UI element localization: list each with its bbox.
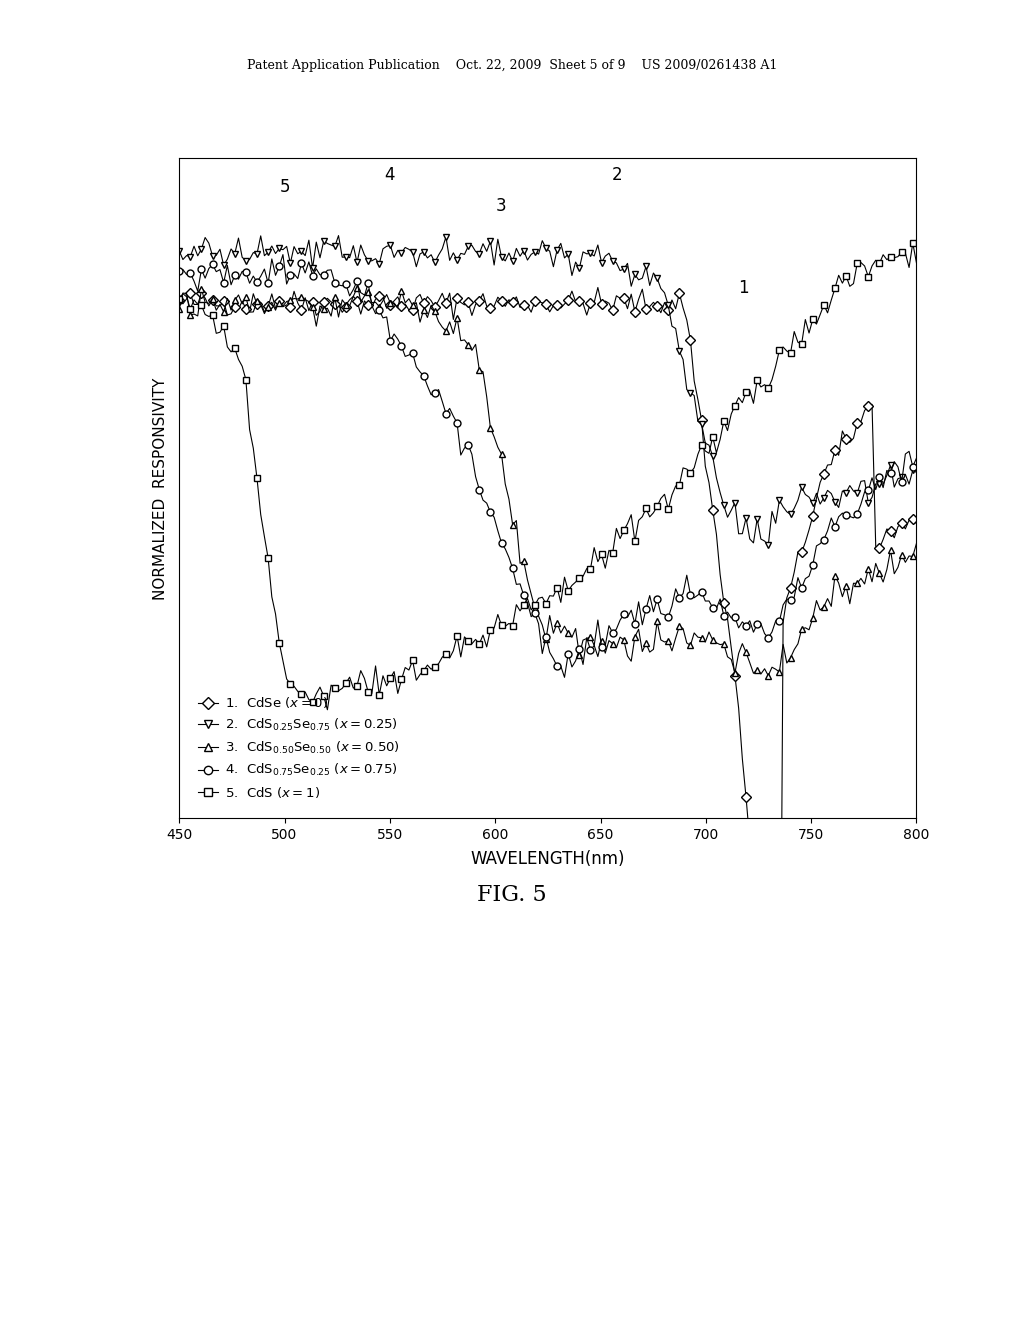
Text: FIG. 5: FIG. 5 <box>477 884 547 907</box>
Text: 4: 4 <box>385 165 395 183</box>
X-axis label: WAVELENGTH(nm): WAVELENGTH(nm) <box>471 850 625 869</box>
Legend: 1.  CdSe $(x = 0)$, 2.  CdS$_{0.25}$Se$_{0.75}$ $(x = 0.25)$, 3.  CdS$_{0.50}$Se: 1. CdSe $(x = 0)$, 2. CdS$_{0.25}$Se$_{0… <box>194 690 406 805</box>
Y-axis label: NORMALIZED  RESPONSIVITY: NORMALIZED RESPONSIVITY <box>154 378 168 599</box>
Text: Patent Application Publication    Oct. 22, 2009  Sheet 5 of 9    US 2009/0261438: Patent Application Publication Oct. 22, … <box>247 59 777 73</box>
Text: 5: 5 <box>280 178 290 197</box>
Text: 1: 1 <box>738 279 750 297</box>
Text: 3: 3 <box>497 197 507 215</box>
Text: 2: 2 <box>612 165 623 183</box>
